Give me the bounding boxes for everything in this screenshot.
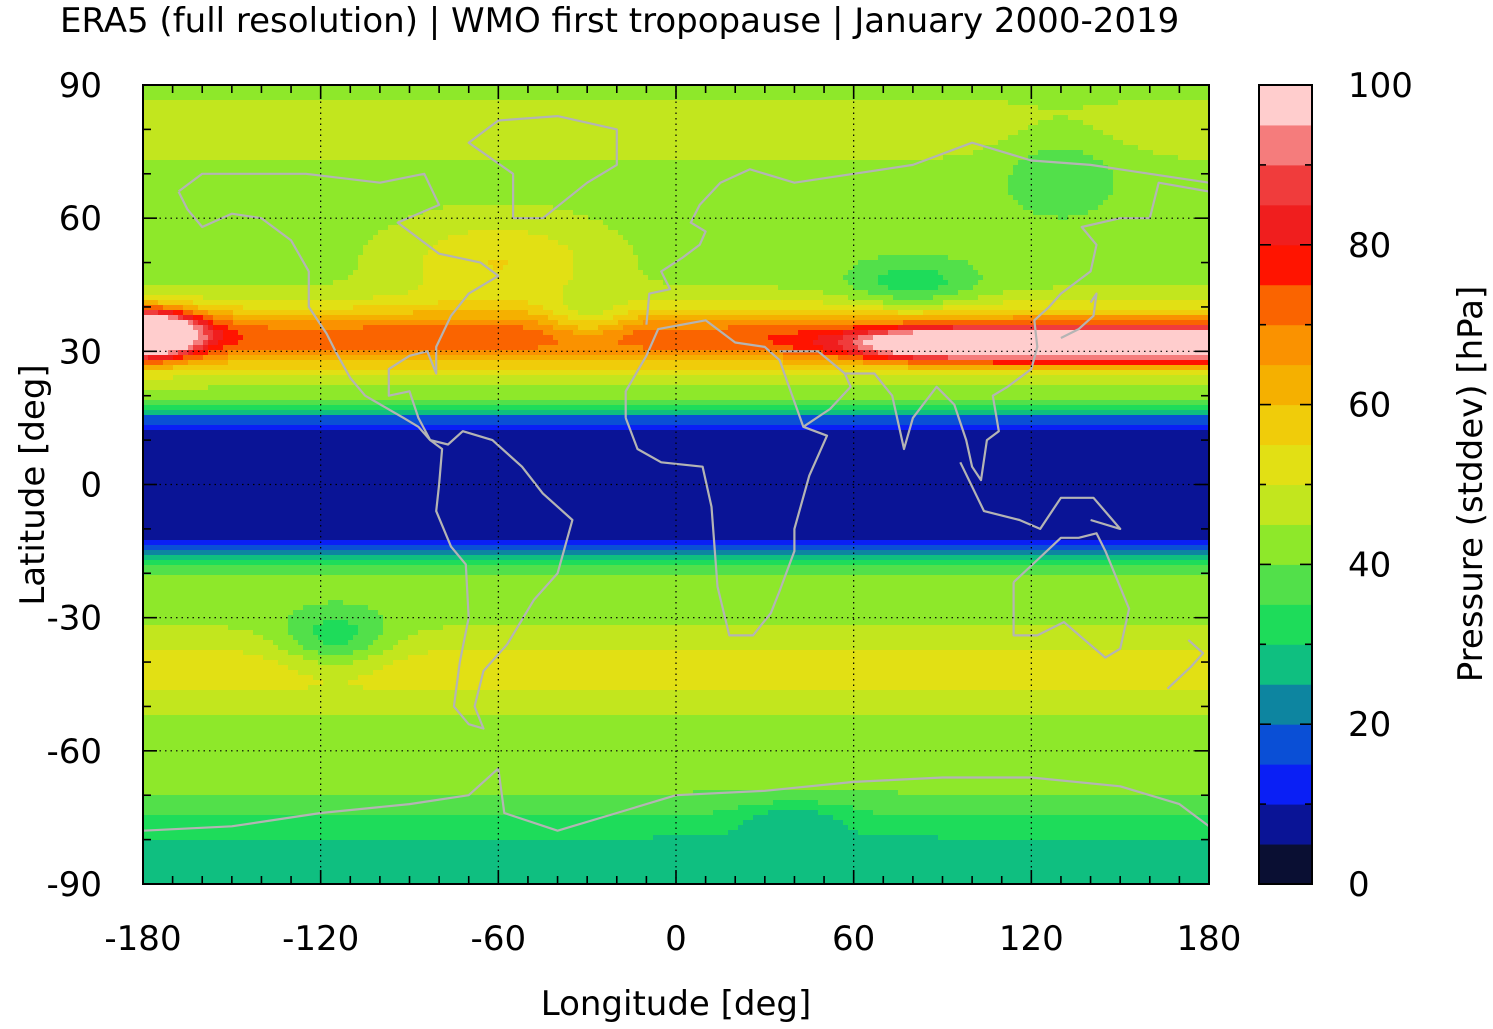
y-tick-label: -90 (46, 865, 102, 905)
colorbar-tick-label: 40 (1348, 545, 1391, 585)
x-tick-label: 0 (665, 919, 687, 959)
y-tick-label: -30 (46, 599, 102, 639)
colorbar-level (1259, 524, 1312, 564)
colorbar-level (1259, 684, 1312, 724)
colorbar-level (1259, 604, 1312, 644)
colorbar-level (1259, 844, 1312, 884)
x-tick-label: -60 (471, 919, 527, 959)
colorbar-label: Pressure (stddev) [hPa] (1451, 286, 1491, 682)
colorbar-level (1259, 125, 1312, 165)
y-tick-labels: 90 60 30 0 -30 -60 -90 (46, 66, 102, 905)
colorbar-tick-label: 0 (1348, 865, 1370, 905)
colorbar-tick-label: 60 (1348, 386, 1391, 426)
x-tick-labels: -180 -120 -60 0 60 120 180 (104, 919, 1241, 959)
colorbar-level (1259, 85, 1312, 125)
colorbar-level (1259, 804, 1312, 844)
y-tick-label: 60 (59, 199, 102, 239)
x-tick-label: -180 (104, 919, 181, 959)
y-tick-label: 90 (59, 66, 102, 106)
colorbar-tick-label: 80 (1348, 226, 1391, 266)
chart-title: ERA5 (full resolution) | WMO first tropo… (60, 1, 1179, 41)
colorbar-level (1259, 724, 1312, 764)
colorbar-level (1259, 325, 1312, 365)
colorbar-tick-labels: 0 20 40 60 80 100 (1348, 66, 1413, 905)
x-tick-label: 180 (1177, 919, 1242, 959)
colorbar-level (1259, 485, 1312, 525)
x-axis-label: Longitude [deg] (541, 984, 812, 1024)
colorbar-level (1259, 245, 1312, 285)
colorbar-level (1259, 564, 1312, 604)
y-tick-label: 0 (80, 466, 102, 506)
colorbar-tick-label: 100 (1348, 66, 1413, 106)
colorbar-level (1259, 764, 1312, 804)
heatmap-field (143, 85, 1214, 886)
figure: ERA5 (full resolution) | WMO first tropo… (0, 0, 1493, 1029)
colorbar (1259, 85, 1312, 885)
colorbar-tick-label: 20 (1348, 705, 1391, 745)
y-tick-label: 30 (59, 332, 102, 372)
x-tick-label: 60 (832, 919, 875, 959)
colorbar-level (1259, 365, 1312, 405)
colorbar-level (1259, 285, 1312, 325)
colorbar-level (1259, 405, 1312, 445)
colorbar-level (1259, 644, 1312, 684)
colorbar-level (1259, 205, 1312, 245)
colorbar-level (1259, 445, 1312, 485)
y-tick-label: -60 (46, 732, 102, 772)
x-tick-label: -120 (282, 919, 359, 959)
x-tick-label: 120 (999, 919, 1064, 959)
y-axis-label: Latitude [deg] (13, 364, 53, 605)
colorbar-level (1259, 165, 1312, 205)
